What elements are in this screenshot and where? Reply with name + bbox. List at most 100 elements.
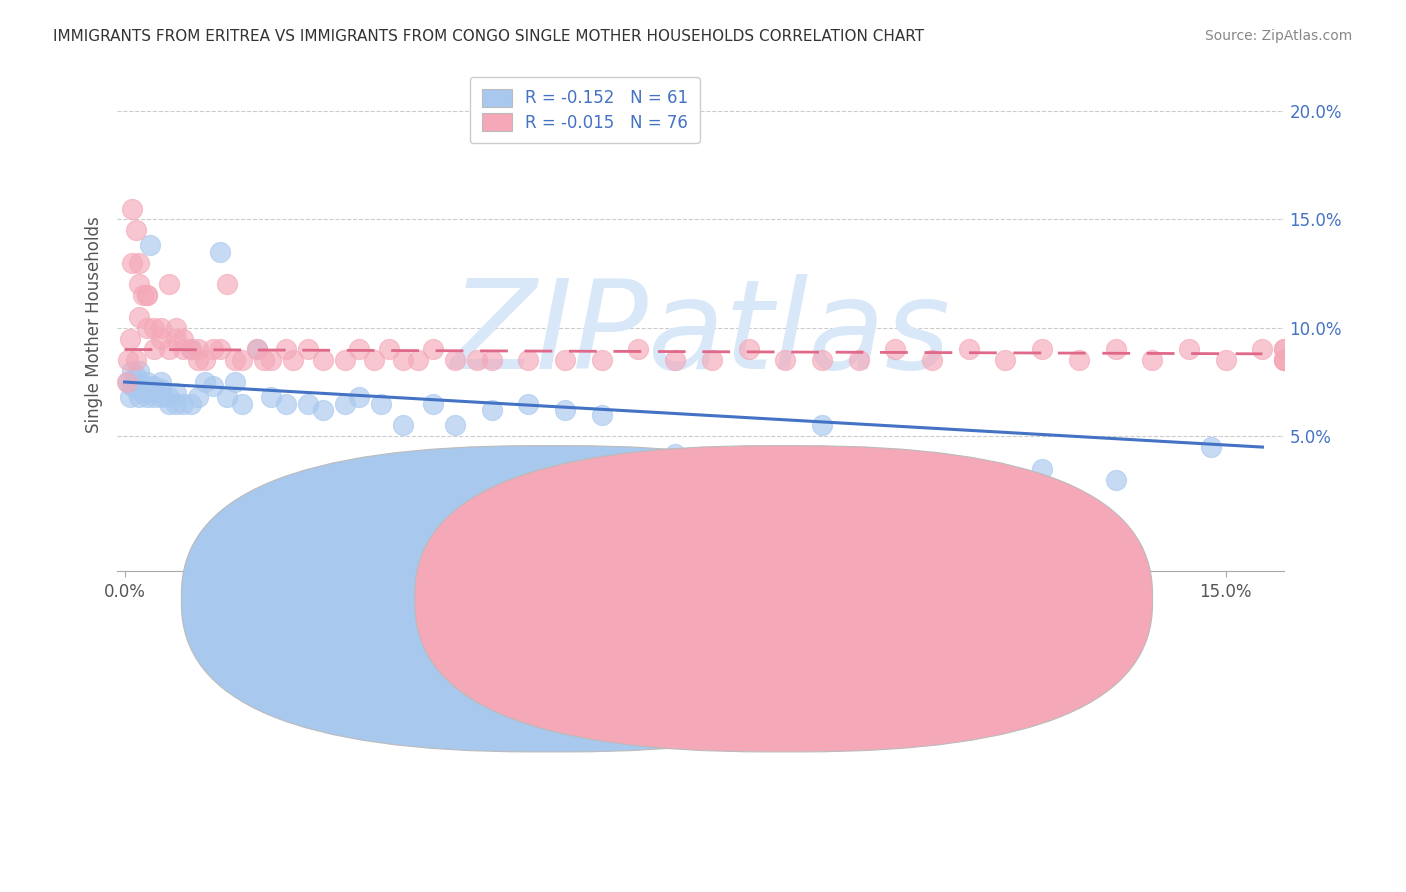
Text: Immigrants from Congo: Immigrants from Congo: [810, 590, 1007, 607]
Point: [142, 379, 165, 393]
Point: [627, 343, 650, 357]
Point: [957, 343, 980, 357]
Point: [120, 390, 142, 404]
Point: [150, 375, 173, 389]
Point: [737, 343, 759, 357]
Point: [157, 390, 180, 404]
Point: [231, 353, 253, 368]
Point: [363, 353, 385, 368]
Text: IMMIGRANTS FROM ERITREA VS IMMIGRANTS FROM CONGO SINGLE MOTHER HOUSEHOLDS CORREL: IMMIGRANTS FROM ERITREA VS IMMIGRANTS FR…: [53, 29, 925, 44]
Point: [128, 390, 150, 404]
Point: [591, 408, 613, 422]
Point: [121, 364, 143, 378]
Point: [517, 397, 540, 411]
FancyBboxPatch shape: [415, 446, 1153, 752]
Point: [737, 455, 759, 469]
Point: [848, 353, 870, 368]
Text: Immigrants from Eritrea: Immigrants from Eritrea: [576, 590, 776, 607]
Point: [157, 397, 180, 411]
Point: [333, 397, 356, 411]
Legend: R = -0.152   N = 61, R = -0.015   N = 76: R = -0.152 N = 61, R = -0.015 N = 76: [470, 77, 700, 144]
Point: [172, 397, 194, 411]
Point: [135, 390, 157, 404]
Point: [773, 455, 796, 469]
Point: [664, 353, 686, 368]
Point: [128, 377, 150, 392]
Point: [135, 375, 157, 389]
Point: [1274, 343, 1296, 357]
Point: [157, 343, 180, 357]
Text: ZIPatlas: ZIPatlas: [451, 274, 950, 395]
Point: [406, 353, 429, 368]
Point: [187, 390, 209, 404]
Point: [554, 403, 576, 417]
Point: [150, 320, 173, 334]
Point: [994, 353, 1017, 368]
Point: [165, 332, 187, 346]
Point: [180, 397, 202, 411]
Point: [208, 343, 231, 357]
Point: [1251, 343, 1274, 357]
Point: [124, 353, 146, 368]
Point: [1199, 440, 1222, 454]
Point: [194, 375, 217, 389]
Point: [217, 390, 239, 404]
Point: [481, 403, 503, 417]
Point: [142, 390, 165, 404]
Point: [274, 397, 297, 411]
Point: [201, 343, 224, 357]
Point: [128, 277, 150, 292]
Point: [124, 223, 146, 237]
Point: [773, 353, 796, 368]
Point: [135, 288, 157, 302]
Point: [172, 343, 194, 357]
Point: [1178, 343, 1201, 357]
Point: [142, 343, 165, 357]
Point: [1142, 353, 1164, 368]
Point: [884, 343, 907, 357]
Point: [135, 288, 157, 302]
Point: [187, 353, 209, 368]
Text: Source: ZipAtlas.com: Source: ZipAtlas.com: [1205, 29, 1353, 43]
Point: [253, 353, 276, 368]
Point: [312, 353, 335, 368]
Point: [921, 353, 943, 368]
Point: [150, 382, 173, 396]
Point: [128, 256, 150, 270]
Point: [274, 343, 297, 357]
Point: [921, 455, 943, 469]
Point: [194, 353, 217, 368]
Point: [517, 353, 540, 368]
Point: [848, 455, 870, 469]
Point: [150, 390, 173, 404]
Point: [811, 353, 834, 368]
Point: [1215, 353, 1237, 368]
Point: [664, 447, 686, 461]
Point: [378, 343, 401, 357]
Point: [349, 343, 371, 357]
Point: [187, 343, 209, 357]
FancyBboxPatch shape: [181, 446, 920, 752]
Point: [422, 343, 444, 357]
Point: [157, 277, 180, 292]
Point: [260, 390, 283, 404]
Point: [422, 397, 444, 411]
Point: [117, 353, 139, 368]
Point: [591, 353, 613, 368]
Point: [150, 332, 173, 346]
Point: [132, 385, 155, 400]
Point: [231, 397, 253, 411]
Point: [208, 244, 231, 259]
Point: [139, 238, 162, 252]
Point: [115, 375, 138, 389]
Point: [120, 332, 142, 346]
Point: [132, 288, 155, 302]
Point: [246, 343, 269, 357]
Point: [392, 418, 415, 433]
Point: [370, 397, 392, 411]
Point: [224, 353, 246, 368]
Point: [117, 375, 139, 389]
Point: [165, 320, 187, 334]
Point: [246, 343, 269, 357]
Point: [1274, 353, 1296, 368]
